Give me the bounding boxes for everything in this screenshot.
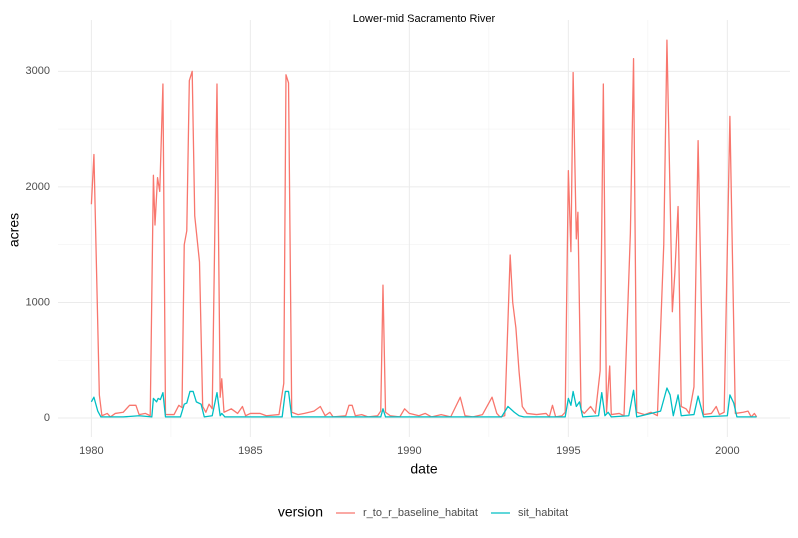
- x-tick-label: 1995: [556, 445, 580, 457]
- x-tick-label: 1990: [397, 445, 421, 457]
- x-tick-label: 1980: [79, 445, 103, 457]
- legend-label: sit_habitat: [518, 507, 568, 519]
- legend-label: r_to_r_baseline_habitat: [363, 507, 478, 519]
- y-tick-label: 0: [44, 412, 50, 424]
- grid: [58, 20, 790, 437]
- x-axis-title: date: [410, 461, 437, 477]
- y-tick-label: 1000: [26, 296, 50, 308]
- chart-title: Lower-mid Sacramento River: [353, 13, 496, 25]
- legend-title: version: [278, 504, 323, 520]
- x-tick-label: 1985: [238, 445, 262, 457]
- y-tick-label: 3000: [26, 65, 50, 77]
- y-tick-label: 2000: [26, 181, 50, 193]
- y-axis-title: acres: [6, 213, 22, 247]
- legend: version r_to_r_baseline_habitat sit_habita…: [278, 504, 568, 520]
- x-tick-label: 2000: [715, 445, 739, 457]
- series-line: [90, 39, 758, 418]
- series-line: [90, 387, 757, 418]
